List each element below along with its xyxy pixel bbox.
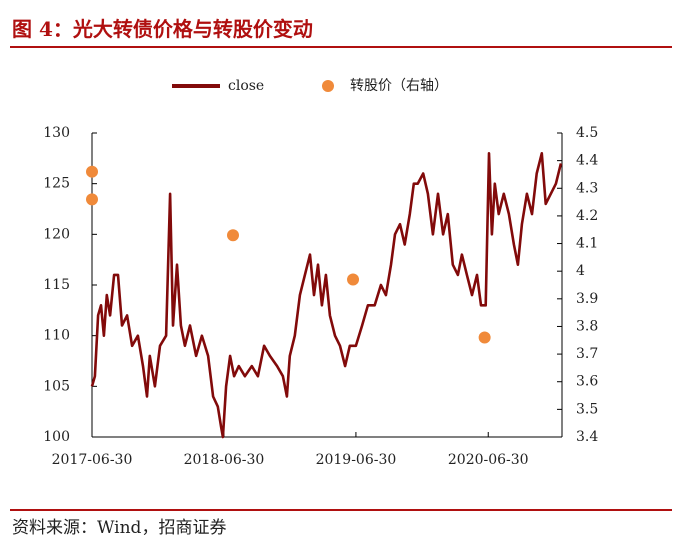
y2-tick-label: 3.6 <box>576 374 598 390</box>
y2-tick-label: 4.1 <box>576 236 598 252</box>
close-line <box>90 152 563 439</box>
legend-label: close <box>228 78 264 94</box>
x-tick-label: 2020-06-30 <box>448 452 529 468</box>
source: 资料来源：Wind，招商证券 <box>12 518 226 538</box>
y-tick-label: 105 <box>43 378 70 394</box>
y-tick-label: 130 <box>43 125 70 141</box>
y2-tick-label: 4.3 <box>576 180 598 196</box>
y2-tick-label: 4.2 <box>576 208 598 224</box>
x-tick-label: 2018-06-30 <box>184 452 265 468</box>
y2-tick-label: 3.4 <box>576 429 598 445</box>
conversion-price-point <box>86 165 98 178</box>
y2-tick-label: 4.5 <box>576 125 598 141</box>
y2-tick-label: 3.5 <box>576 401 598 417</box>
chart-title: 图 4：光大转债价格与转股价变动 <box>12 17 313 41</box>
conversion-price-point <box>86 193 98 206</box>
y-tick-label: 110 <box>43 328 70 344</box>
y2-tick-label: 3.7 <box>576 346 598 362</box>
y-tick-label: 125 <box>43 176 70 192</box>
conversion-price-point <box>347 273 360 286</box>
y2-tick-label: 4 <box>576 263 585 279</box>
conversion-price-point <box>227 229 239 242</box>
y-tick-label: 100 <box>43 429 70 445</box>
conversion-price-point <box>478 331 491 344</box>
x-tick-label: 2017-06-30 <box>52 452 133 468</box>
legend-swatch <box>322 80 334 92</box>
y2-tick-label: 3.8 <box>576 318 598 334</box>
y-tick-label: 120 <box>43 226 70 242</box>
y-tick-label: 115 <box>43 277 70 293</box>
x-tick-label: 2019-06-30 <box>316 452 397 468</box>
y2-tick-label: 3.9 <box>576 291 598 307</box>
legend-label: 转股价（右轴） <box>350 78 448 94</box>
y2-tick-label: 4.4 <box>576 153 598 169</box>
